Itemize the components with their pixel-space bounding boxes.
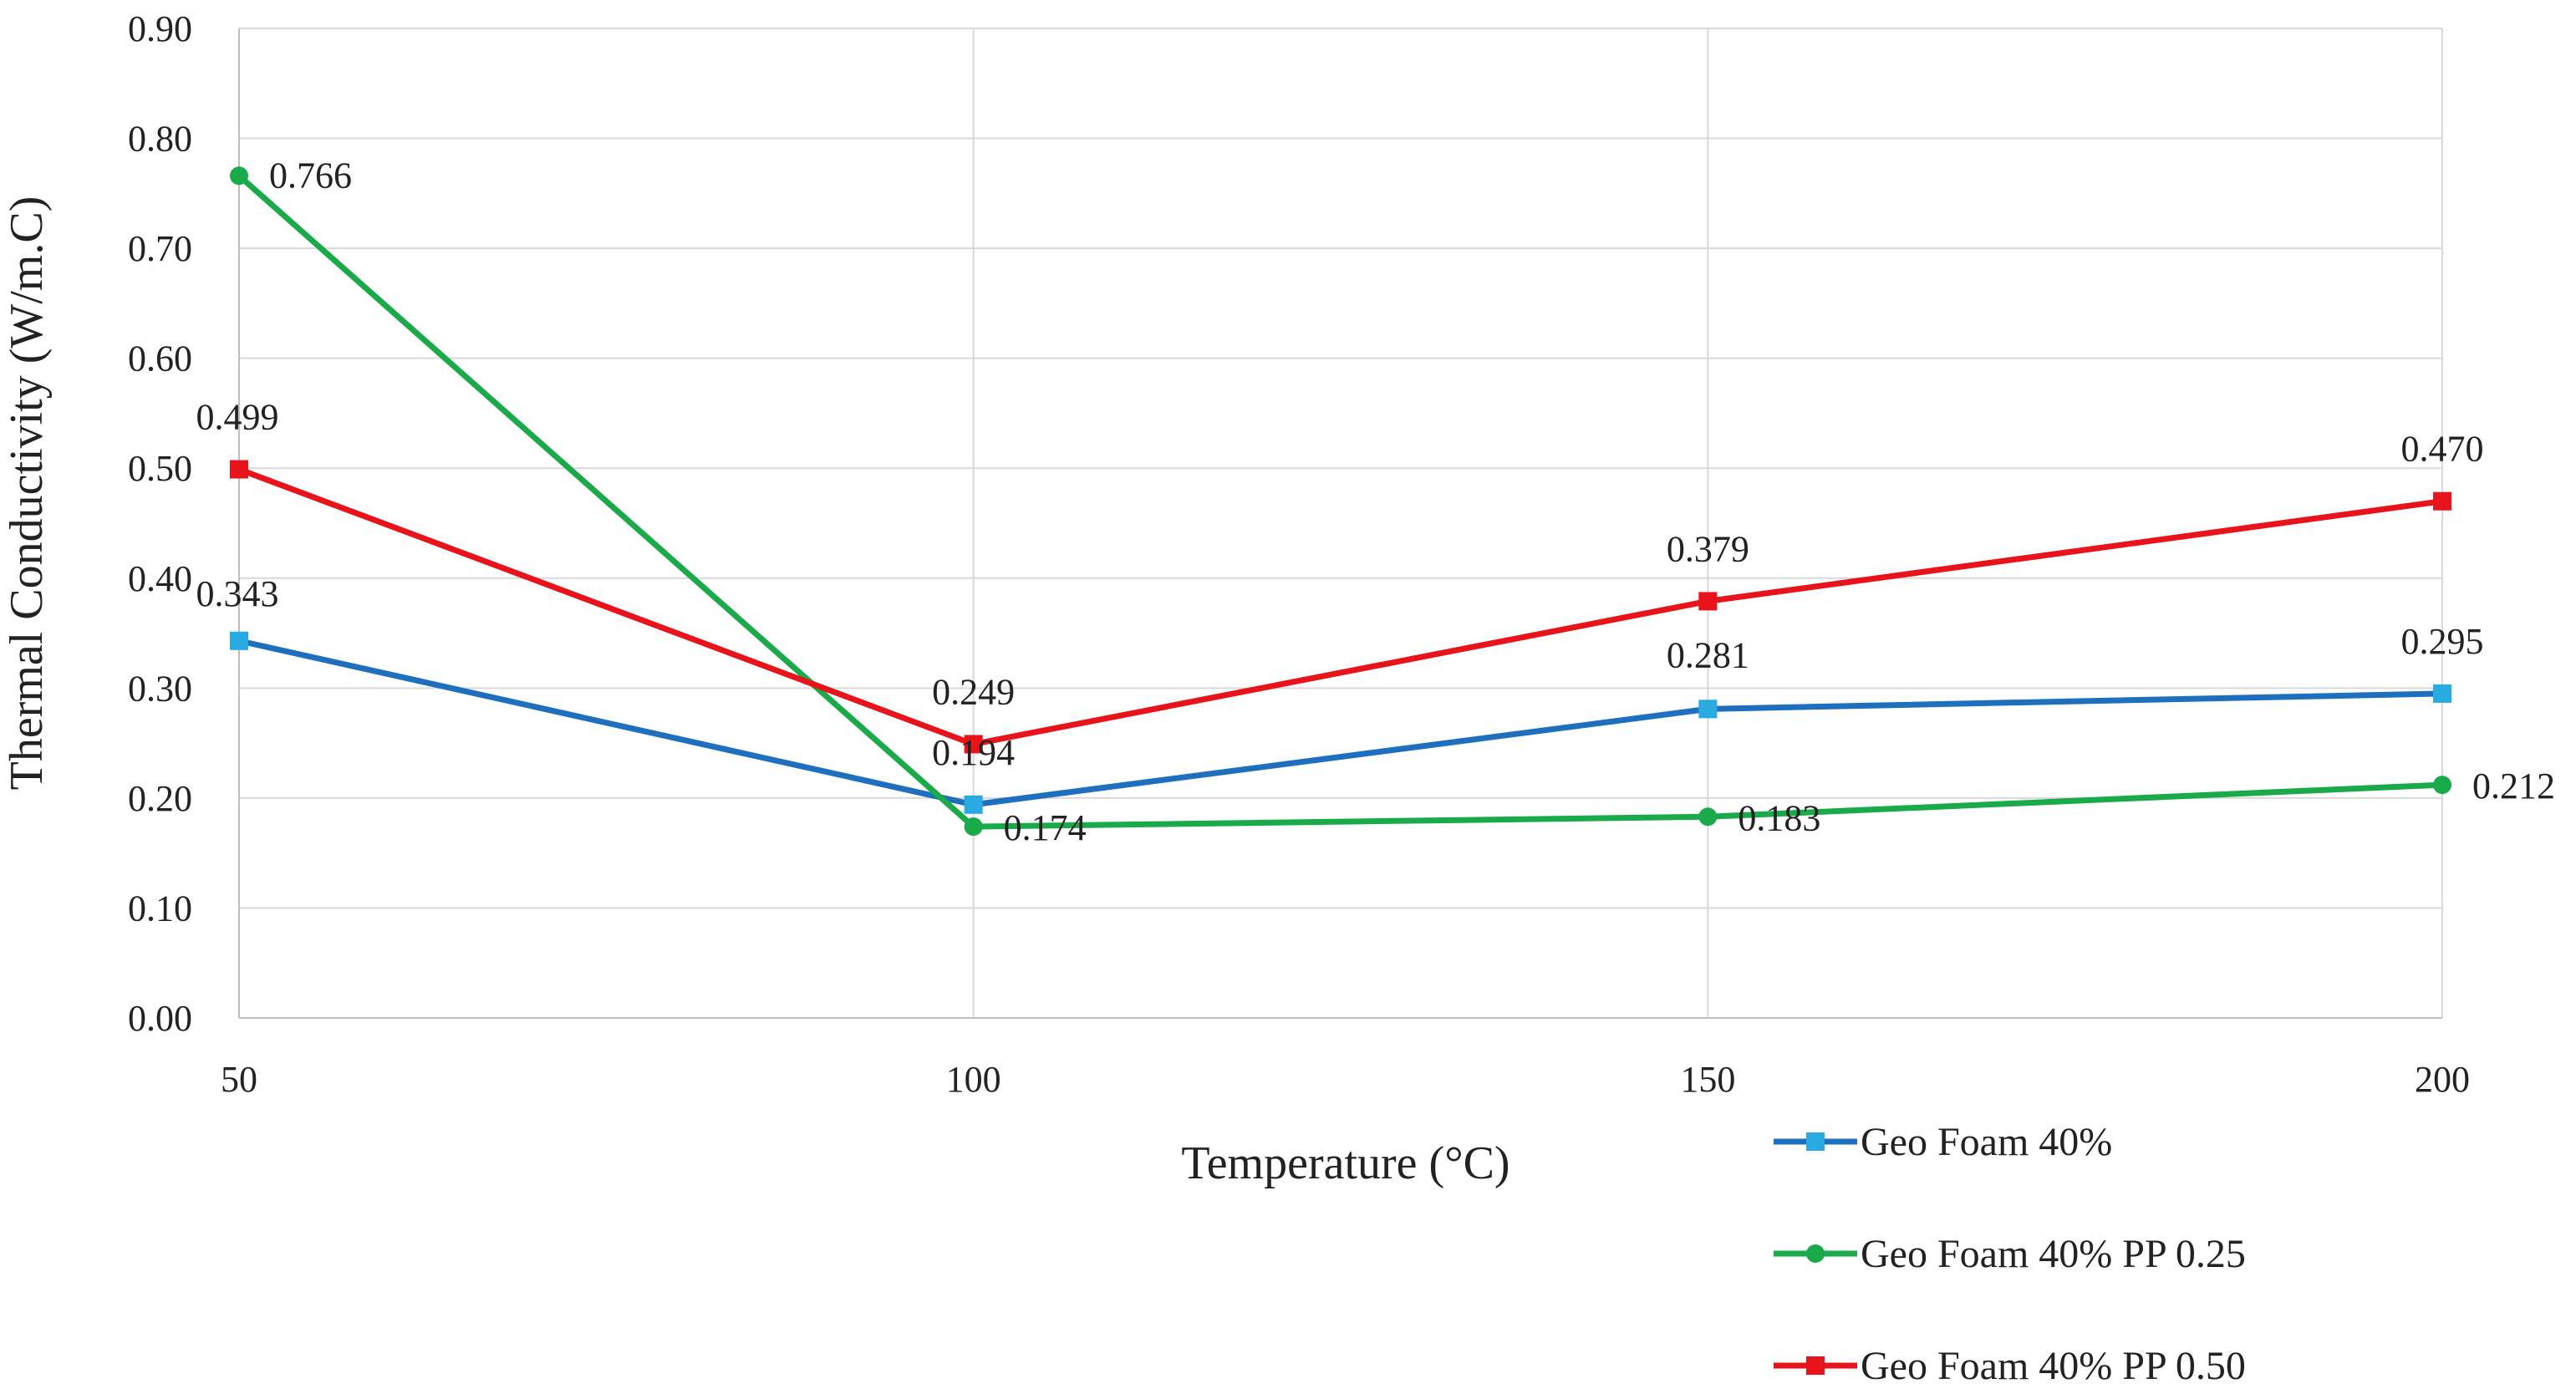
legend-label: Geo Foam 40%	[1861, 1120, 2112, 1164]
data-label: 0.295	[2401, 621, 2484, 662]
series-line	[237, 466, 2443, 747]
legend-swatch-marker	[1806, 1132, 1825, 1151]
x-axis-title: Temperature (°C)	[1181, 1137, 1509, 1189]
gridlines	[239, 28, 2443, 1018]
data-label: 0.343	[196, 573, 279, 614]
x-tick-label: 100	[946, 1059, 1001, 1100]
legend-swatch-marker	[1806, 1244, 1825, 1263]
y-tick-label: 0.10	[128, 888, 192, 929]
data-label: 0.249	[932, 671, 1015, 712]
axes	[238, 28, 2442, 1019]
y-tick-label: 0.80	[128, 119, 192, 160]
data-point	[964, 817, 983, 837]
data-label: 0.281	[1667, 634, 1749, 675]
data-label: 0.174	[1004, 807, 1087, 848]
y-tick-label: 0.60	[128, 338, 192, 379]
data-point	[2433, 684, 2451, 703]
data-label: 0.499	[196, 397, 279, 438]
x-tick-label: 150	[1680, 1059, 1735, 1100]
x-tick-labels: 50 100 150 200	[221, 1059, 2470, 1100]
data-point	[230, 166, 248, 186]
series-markers	[230, 166, 2451, 837]
y-tick-label: 0.20	[128, 778, 192, 819]
data-point	[230, 460, 248, 479]
legend: Geo Foam 40% Geo Foam 40% PP 0.25 Geo Foam…	[1774, 1120, 2246, 1388]
y-axis-title: Thermal Conductivity (W/m.C)	[1, 196, 53, 791]
legend-swatch-marker	[1806, 1356, 1825, 1375]
data-label: 0.183	[1738, 797, 1820, 838]
x-tick-label: 50	[221, 1059, 257, 1100]
data-label: 0.212	[2472, 766, 2555, 806]
data-point	[1698, 807, 1718, 827]
y-tick-label: 0.00	[128, 998, 192, 1039]
y-tick-labels: 0.00 0.10 0.20 0.30 0.40 0.50 0.60 0.70 0.80 0.90	[128, 8, 192, 1039]
data-point	[230, 631, 248, 650]
series-line	[237, 173, 2443, 830]
series-line	[238, 638, 2443, 808]
data-point	[964, 795, 983, 814]
y-tick-label: 0.30	[128, 668, 192, 709]
data-point	[1698, 592, 1718, 611]
data-label: 0.379	[1667, 528, 1749, 569]
x-tick-label: 200	[2415, 1059, 2470, 1100]
y-tick-label: 0.40	[128, 558, 192, 599]
data-point	[964, 735, 983, 754]
y-tick-label: 0.70	[128, 228, 192, 269]
data-label: 0.194	[932, 732, 1015, 773]
y-tick-label: 0.50	[128, 448, 192, 489]
data-label: 0.766	[269, 155, 352, 196]
data-label: 0.470	[2401, 429, 2484, 470]
data-point	[2433, 491, 2451, 511]
series-lines	[237, 173, 2443, 830]
data-point	[1698, 700, 1718, 719]
y-tick-label: 0.90	[128, 8, 192, 49]
legend-label: Geo Foam 40% PP 0.50	[1861, 1344, 2246, 1388]
legend-label: Geo Foam 40% PP 0.25	[1861, 1232, 2246, 1276]
data-point	[2433, 776, 2451, 795]
data-labels: 0.343 0.194 0.281 0.295 0.766 0.174 0.183 0.212…	[196, 155, 2556, 848]
